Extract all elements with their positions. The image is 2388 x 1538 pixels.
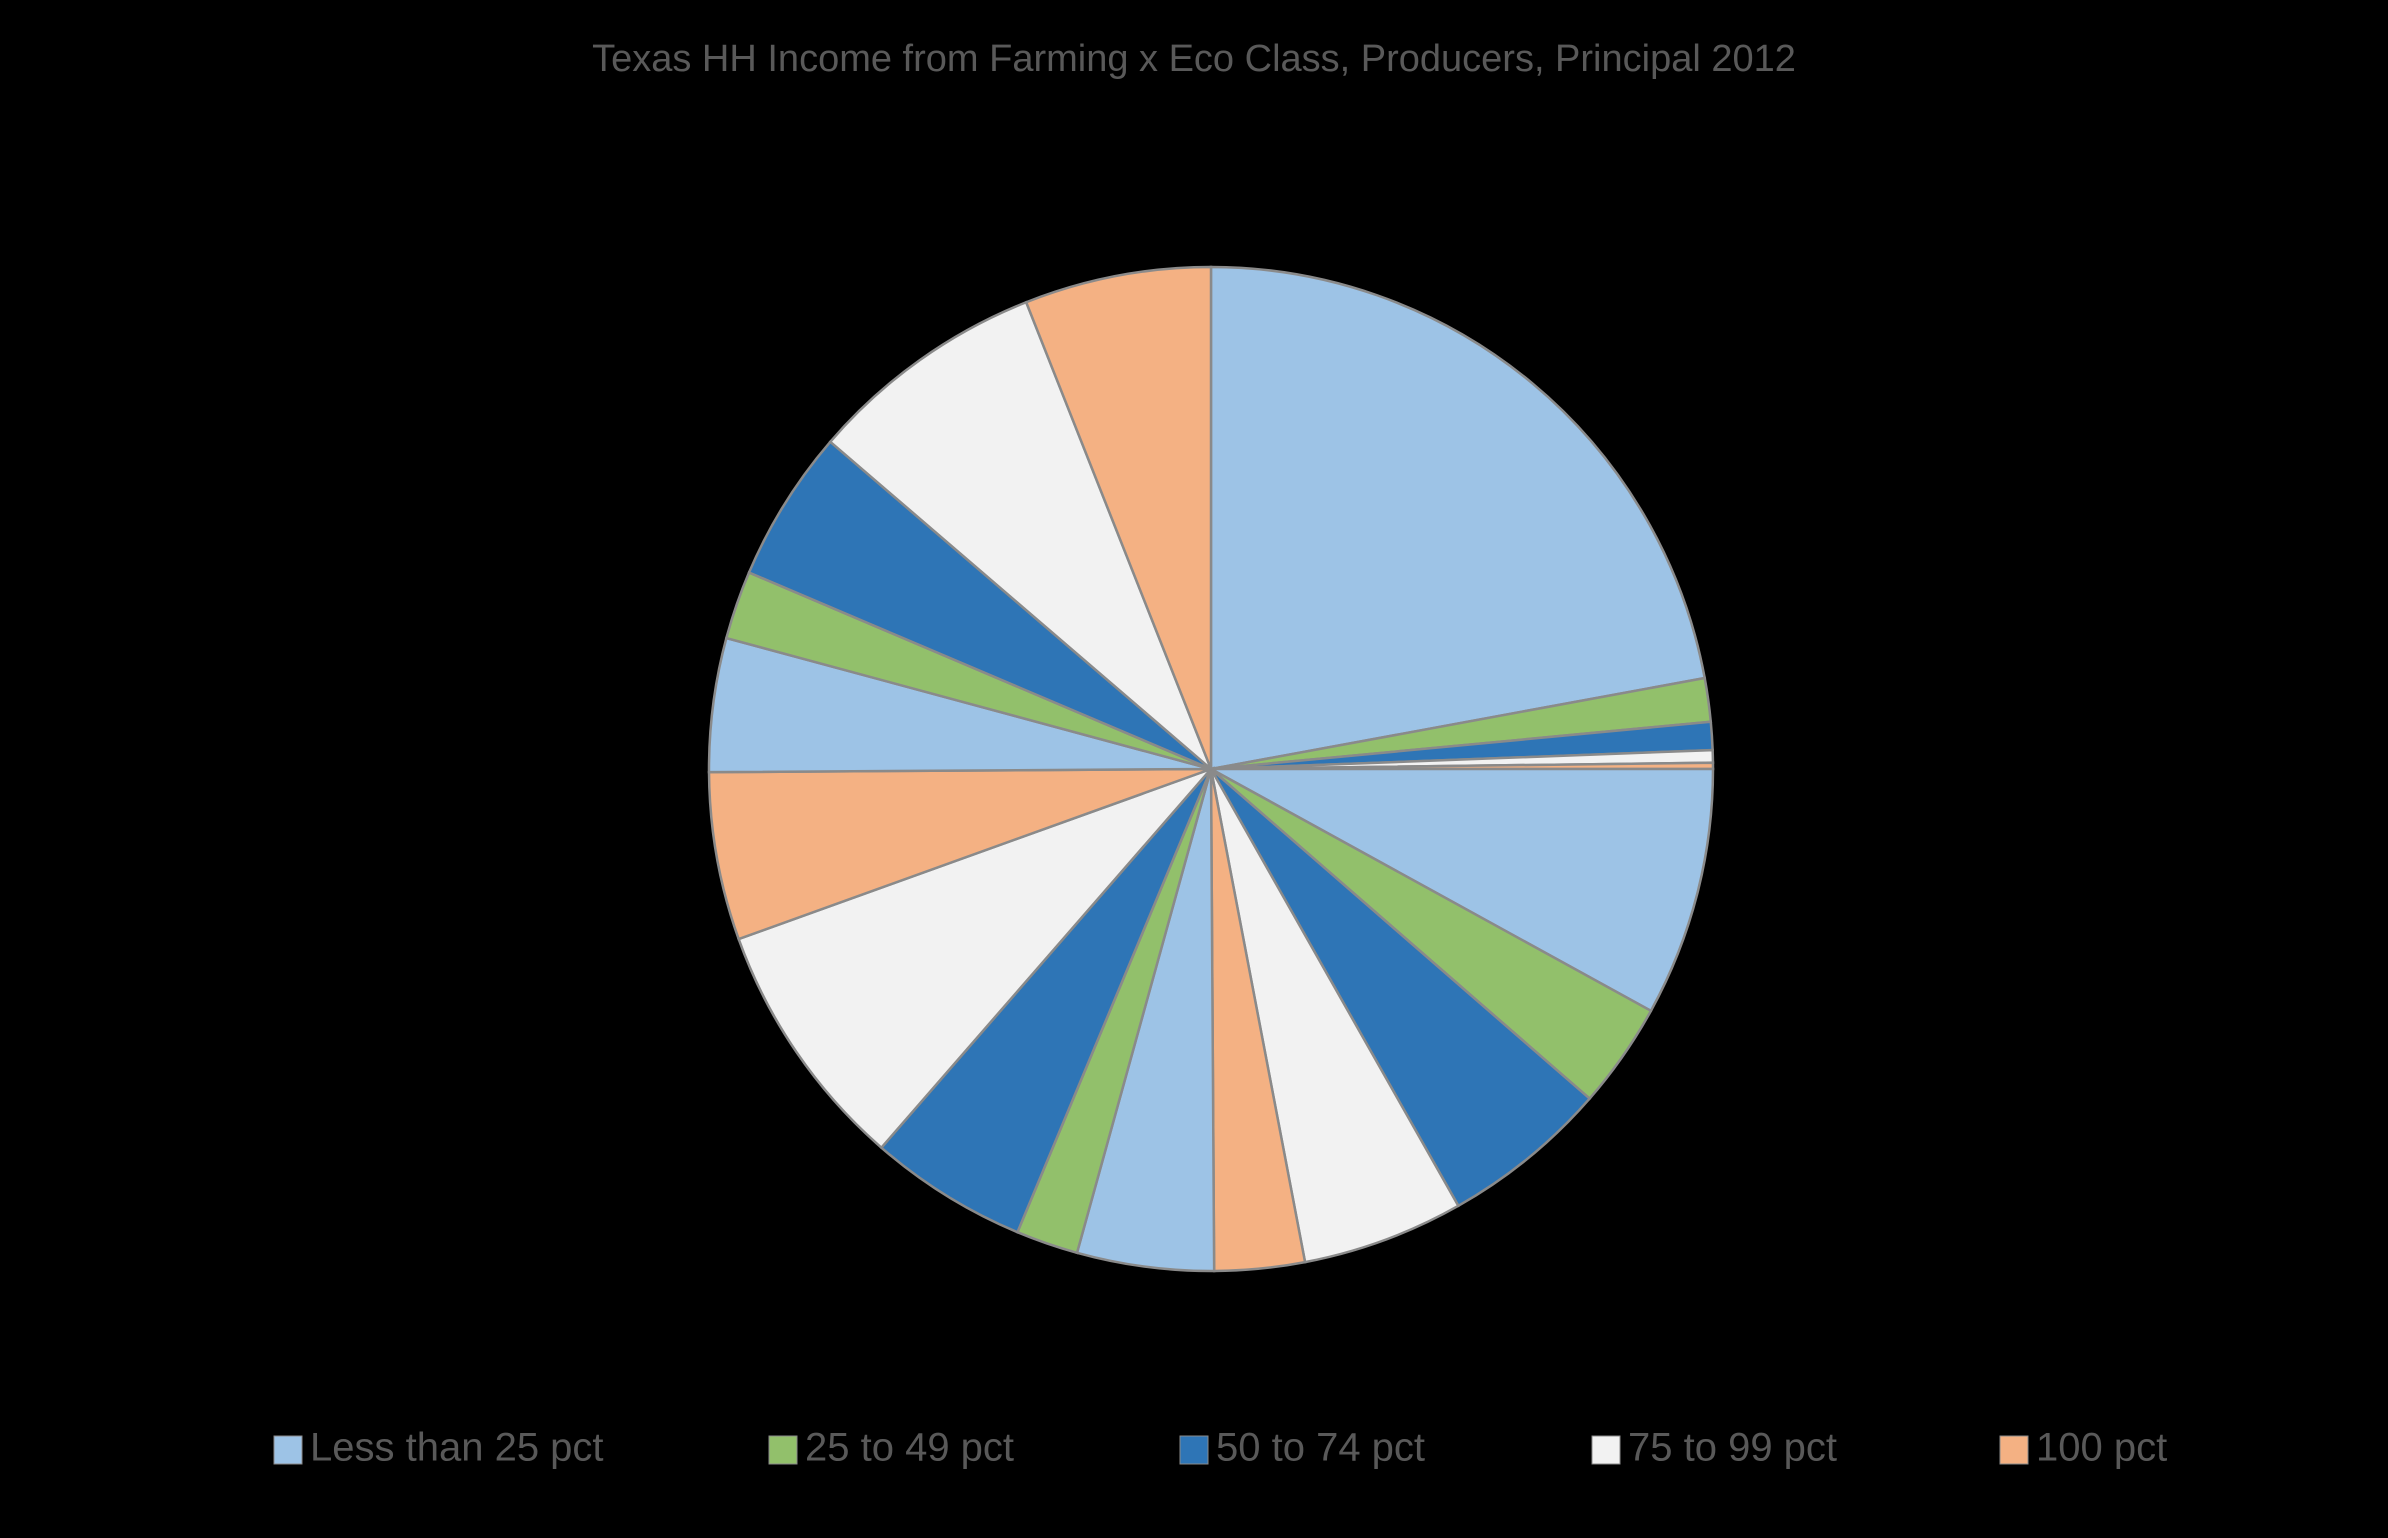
legend-label: 75 to 99 pct <box>1628 1426 1837 1470</box>
pie-slice <box>1209 265 1707 771</box>
pie-slice <box>737 766 1216 1150</box>
legend-swatch <box>273 1435 303 1465</box>
pie-slice <box>1209 768 1461 1264</box>
legend-label: 100 pct <box>2036 1426 2167 1470</box>
legend-label: 50 to 74 pct <box>1216 1426 1425 1470</box>
legend-label: Less than 25 pct <box>310 1426 604 1470</box>
chart-title: Texas HH Income from Farming x Eco Class… <box>592 38 1796 80</box>
pie-slice <box>707 767 1212 941</box>
legend-swatch <box>1999 1435 2029 1465</box>
pie-slice <box>828 300 1213 770</box>
legend-swatch <box>1591 1435 1621 1465</box>
legend-label: 25 to 49 pct <box>805 1426 1014 1470</box>
pie-slice <box>1209 768 1592 1208</box>
legend-swatch <box>1179 1435 1209 1465</box>
pie-slice <box>1024 265 1213 770</box>
pie-slice <box>747 440 1212 771</box>
legend-swatch <box>768 1435 798 1465</box>
pie-slice <box>879 768 1213 1234</box>
pie-slice <box>1210 767 1715 1013</box>
